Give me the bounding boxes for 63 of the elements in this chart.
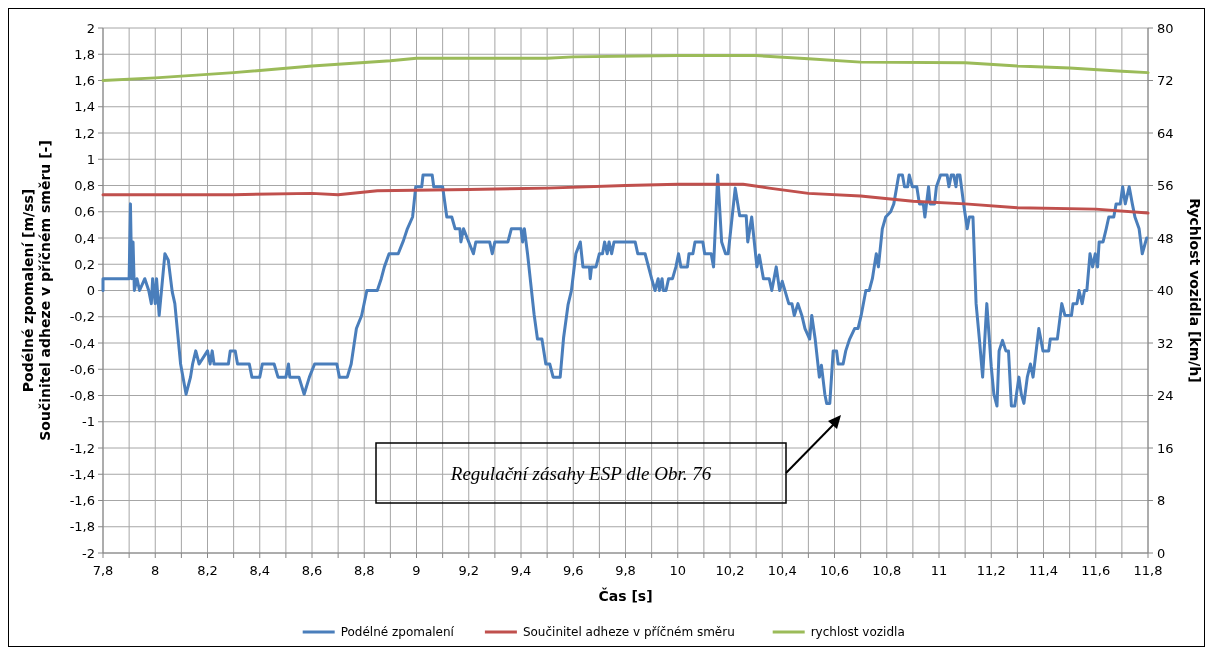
- y-tick-label: 1: [86, 151, 95, 167]
- y2-tick-label: 56: [1157, 178, 1174, 193]
- x-tick-label: 9,4: [510, 563, 532, 578]
- x-axis-title: Čas [s]: [598, 587, 653, 604]
- y2-axis-title: Rychlost vozidla [km/h]: [1187, 198, 1203, 383]
- y2-tick-label: 64: [1157, 125, 1174, 141]
- x-tick-label: 10,2: [715, 563, 745, 578]
- x-tick-label: 8,8: [353, 563, 375, 578]
- x-tick-label: 11,6: [1081, 563, 1111, 578]
- line-series: [101, 54, 1150, 82]
- x-tick-label: 11,8: [1133, 563, 1163, 578]
- y-tick-label: -1,2: [69, 440, 95, 456]
- y-tick-label: -0,6: [69, 361, 95, 377]
- y-tick-label: -1: [82, 414, 95, 430]
- line-series: [101, 173, 1149, 408]
- y2-tick-label: 72: [1157, 73, 1174, 88]
- y-tick-label: -0,2: [69, 309, 95, 325]
- x-tick-label: 8,6: [301, 563, 323, 578]
- y-tick-label: -1,8: [69, 519, 95, 535]
- y-tick-label: 0: [86, 283, 95, 298]
- x-tick-label: 11: [930, 563, 948, 578]
- y-tick-label: -0,4: [69, 335, 95, 351]
- y-tick-label: -0,8: [69, 388, 95, 403]
- y-tick-label: 1,4: [74, 99, 95, 115]
- y-tick-label: 1,6: [74, 73, 95, 88]
- x-tick-label: 8: [151, 563, 160, 578]
- y2-tick-label: 24: [1157, 388, 1174, 403]
- y2-tick-label: 0: [1157, 545, 1166, 561]
- x-tick-label: 8,4: [249, 563, 271, 578]
- y-tick-label: 0,6: [74, 204, 95, 220]
- y-tick-label: 1,2: [74, 125, 95, 141]
- y2-tick-label: 32: [1157, 335, 1174, 351]
- x-tick-label: 9: [412, 563, 421, 578]
- y2-tick-label: 48: [1157, 230, 1174, 246]
- line-series: [101, 182, 1150, 215]
- x-tick-label: 9,6: [562, 563, 584, 578]
- y-tick-label: -2: [82, 545, 95, 561]
- x-tick-label: 9,8: [615, 563, 636, 578]
- y-tick-label: 0,4: [74, 230, 95, 246]
- x-tick-label: 9,2: [458, 563, 480, 578]
- y-tick-label: -1,4: [69, 466, 95, 482]
- y2-tick-label: 16: [1157, 440, 1174, 456]
- x-tick-label: 10,6: [820, 563, 849, 578]
- x-tick-label: 11,2: [976, 563, 1006, 578]
- y-axis-title: Podélné zpomalení [m/ss] Součinitel adheze v příčném směru [-]: [20, 140, 53, 441]
- y2-tick-label: 80: [1157, 20, 1174, 36]
- x-tick-label: 10: [669, 563, 687, 578]
- y-tick-label: 1,8: [74, 46, 95, 62]
- x-tick-label: 10,4: [767, 563, 797, 578]
- x-tick-label: 8,2: [197, 563, 218, 578]
- annotation: Regulační zásahy ESP dle Obr. 76: [449, 463, 712, 484]
- legend-label: Součinitel adheze v příčném směru: [522, 625, 735, 639]
- y-tick-label: 2: [86, 20, 95, 36]
- y-tick-label: 0,8: [74, 178, 95, 193]
- y2-tick-label: 40: [1157, 283, 1174, 298]
- y2-tick-label: 8: [1157, 493, 1166, 508]
- x-tick-label: 11,4: [1029, 563, 1058, 578]
- legend-label: Podélné zpomalení: [340, 625, 455, 639]
- x-tick-label: 10,8: [872, 563, 902, 578]
- legend-label: rychlost vozidla: [810, 625, 905, 639]
- y-tick-label: 0,2: [74, 256, 95, 272]
- x-tick-label: 7,8: [92, 563, 114, 578]
- y-tick-label: -1,6: [69, 493, 95, 508]
